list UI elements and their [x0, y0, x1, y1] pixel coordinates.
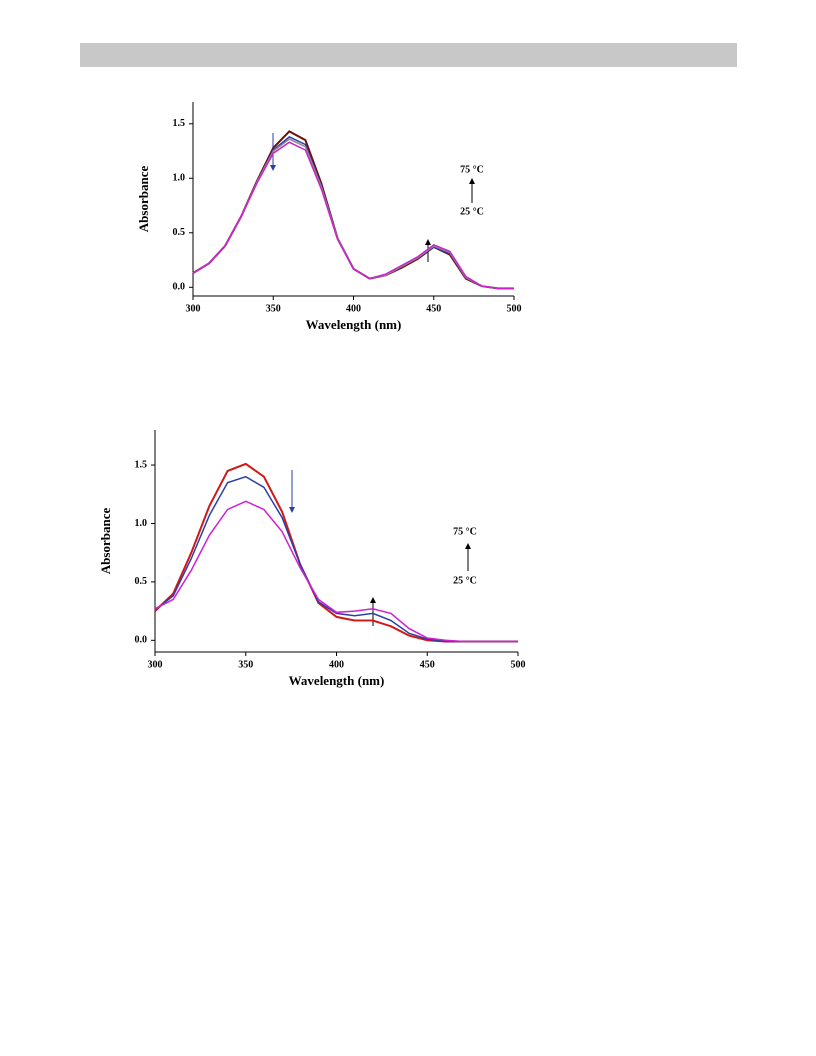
- y-tick-label: 0.5: [135, 576, 148, 587]
- y-tick-label: 1.5: [173, 118, 186, 129]
- x-tick-label: 300: [148, 659, 163, 670]
- annotation: 25 °C: [460, 206, 484, 217]
- x-tick-label: 400: [346, 303, 361, 314]
- annotation: 75 °C: [453, 526, 477, 537]
- y-axis-title: Absorbance: [98, 508, 113, 575]
- x-tick-label: 450: [420, 659, 435, 670]
- x-tick-label: 400: [329, 659, 344, 670]
- header-bar: [80, 43, 737, 67]
- x-tick-label: 500: [511, 659, 526, 670]
- y-tick-label: 1.0: [173, 173, 186, 184]
- x-tick-label: 350: [266, 303, 281, 314]
- annotation: 25 °C: [453, 575, 477, 586]
- x-tick-label: 500: [507, 303, 522, 314]
- x-tick-label: 450: [426, 303, 441, 314]
- y-tick-label: 1.5: [135, 459, 148, 470]
- data-line: [154, 462, 518, 643]
- y-tick-label: 0.0: [135, 635, 148, 646]
- y-tick-label: 0.0: [173, 282, 186, 293]
- annotation: 75 °C: [460, 164, 484, 175]
- axis-line: [154, 430, 518, 653]
- y-axis-title: Absorbance: [136, 166, 151, 233]
- y-tick-label: 0.5: [173, 227, 186, 238]
- x-axis-title: Wavelength (nm): [289, 673, 385, 688]
- x-tick-label: 350: [238, 659, 253, 670]
- y-tick-label: 1.0: [135, 518, 148, 529]
- x-axis-title: Wavelength (nm): [306, 317, 402, 332]
- x-tick-label: 300: [186, 303, 201, 314]
- data-line: [154, 500, 518, 643]
- data-line: [192, 141, 514, 290]
